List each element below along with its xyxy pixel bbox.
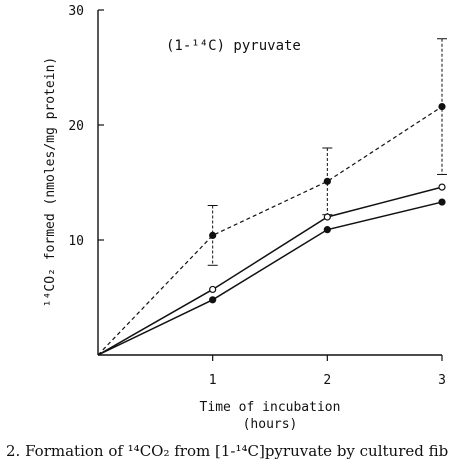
y-tick-label-20: 20 [68,119,84,134]
x-tick-label-2: 2 [323,373,331,388]
series-3-point-3 [438,198,446,206]
series-1-point-3 [438,102,446,111]
series-3-point-2 [323,226,331,234]
x-tick-label-3: 3 [438,373,446,388]
figure-caption: 2. Formation of ¹⁴CO₂ from [1-¹⁴C]pyruva… [6,442,448,460]
chart-annotation: (1-¹⁴C) pyruvate [166,38,301,54]
ticks: 1 2 3 10 20 30 [68,4,446,388]
series-1-point-2 [323,177,331,185]
y-tick-label-10: 10 [68,234,84,249]
series-2-point-1 [209,285,217,294]
series-layer [97,38,447,356]
y-axis-label: ¹⁴CO₂ formed (nmoles/mg protein) [43,57,58,307]
series-3-line [97,201,443,356]
series-2-line [97,186,443,356]
x-axis-label: Time of incubation [200,400,341,415]
x-axis-unit: (hours) [243,417,298,432]
axes [97,10,442,356]
x-tick-label-1: 1 [209,373,217,388]
series-1-point-1 [209,231,217,239]
y-tick-label-30: 30 [68,4,84,19]
series-2-point-3 [438,183,446,191]
series-3-point-1 [209,296,217,304]
series-2-point-2 [323,213,331,221]
series-1-line [97,106,443,356]
